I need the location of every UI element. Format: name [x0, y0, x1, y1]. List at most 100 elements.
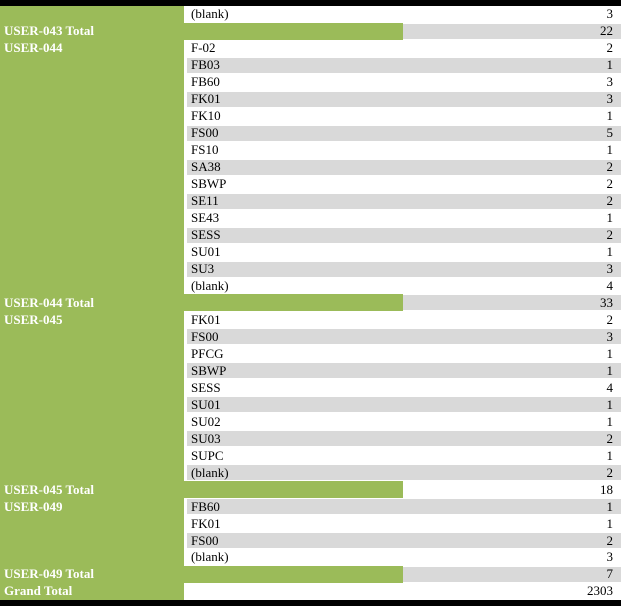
tcode-cell[interactable]: SE43	[187, 209, 403, 227]
tcode-cell[interactable]	[187, 582, 403, 600]
user-label-cell[interactable]	[0, 515, 184, 533]
user-label-cell[interactable]	[0, 532, 184, 549]
user-label-cell[interactable]	[0, 277, 184, 295]
tcode-cell[interactable]: FS00	[187, 532, 403, 549]
value-cell[interactable]: 1	[403, 396, 621, 414]
user-label-cell[interactable]	[0, 175, 184, 193]
value-cell[interactable]: 2	[403, 192, 621, 210]
tcode-cell[interactable]: FS00	[187, 124, 403, 142]
user-label-cell[interactable]	[0, 192, 184, 210]
tcode-cell[interactable]: (blank)	[187, 549, 403, 566]
user-label-cell[interactable]	[0, 362, 184, 380]
value-cell[interactable]: 1	[403, 498, 621, 516]
value-cell[interactable]: 1	[403, 243, 621, 261]
value-cell[interactable]: 1	[403, 56, 621, 74]
total-label-cell[interactable]: USER-044 Total	[0, 294, 403, 312]
value-cell[interactable]: 2	[403, 39, 621, 57]
user-label-cell[interactable]	[0, 73, 184, 91]
tcode-cell[interactable]: SESS	[187, 226, 403, 244]
tcode-cell[interactable]: SU02	[187, 413, 403, 431]
tcode-cell[interactable]: (blank)	[187, 464, 403, 482]
value-cell[interactable]: 2	[403, 532, 621, 549]
tcode-cell[interactable]: SU01	[187, 396, 403, 414]
total-label-cell[interactable]: USER-043 Total	[0, 22, 403, 40]
user-label-cell[interactable]	[0, 396, 184, 414]
tcode-cell[interactable]: SE11	[187, 192, 403, 210]
tcode-cell[interactable]: SA38	[187, 158, 403, 176]
user-label-cell[interactable]: USER-045	[0, 311, 184, 329]
value-cell[interactable]: 3	[403, 6, 621, 23]
user-label-cell[interactable]	[0, 6, 184, 23]
tcode-cell[interactable]: FB60	[187, 498, 403, 516]
tcode-cell[interactable]: FB60	[187, 73, 403, 91]
tcode-cell[interactable]: FK10	[187, 107, 403, 125]
user-label-cell[interactable]	[0, 56, 184, 74]
user-label-cell[interactable]	[0, 226, 184, 244]
value-cell[interactable]: 1	[403, 345, 621, 363]
tcode-cell[interactable]: F-02	[187, 39, 403, 57]
value-cell[interactable]: 2	[403, 175, 621, 193]
user-label-cell[interactable]	[0, 464, 184, 482]
value-cell[interactable]: 3	[403, 90, 621, 108]
value-cell[interactable]: 2	[403, 430, 621, 448]
user-label-cell[interactable]	[0, 260, 184, 278]
tcode-cell[interactable]: FS10	[187, 141, 403, 159]
user-label-cell[interactable]	[0, 413, 184, 431]
total-value-cell[interactable]: 18	[403, 481, 621, 499]
tcode-cell[interactable]: FB03	[187, 56, 403, 74]
user-label-cell[interactable]	[0, 158, 184, 176]
grand-total-label-cell[interactable]: Grand Total	[0, 582, 184, 600]
user-label-cell[interactable]: USER-044	[0, 39, 184, 57]
user-label-cell[interactable]	[0, 141, 184, 159]
value-cell[interactable]: 4	[403, 379, 621, 397]
tcode-cell[interactable]: (blank)	[187, 277, 403, 295]
value-cell[interactable]: 1	[403, 447, 621, 465]
tcode-cell[interactable]: SU03	[187, 430, 403, 448]
user-label-cell[interactable]	[0, 328, 184, 346]
value-cell[interactable]: 2	[403, 464, 621, 482]
user-label-cell[interactable]	[0, 345, 184, 363]
user-label-cell[interactable]	[0, 90, 184, 108]
tcode-cell[interactable]: SU01	[187, 243, 403, 261]
tcode-cell[interactable]: (blank)	[187, 6, 403, 23]
value-cell[interactable]: 3	[403, 549, 621, 566]
tcode-cell[interactable]: SESS	[187, 379, 403, 397]
user-label-cell[interactable]	[0, 549, 184, 566]
total-value-cell[interactable]: 22	[403, 22, 621, 40]
tcode-cell[interactable]: FK01	[187, 311, 403, 329]
value-cell[interactable]: 2	[403, 311, 621, 329]
value-cell[interactable]: 5	[403, 124, 621, 142]
value-cell[interactable]: 1	[403, 515, 621, 533]
value-cell[interactable]: 1	[403, 141, 621, 159]
user-label-cell[interactable]	[0, 124, 184, 142]
value-cell[interactable]: 3	[403, 328, 621, 346]
tcode-cell[interactable]: FS00	[187, 328, 403, 346]
total-label-cell[interactable]: USER-049 Total	[0, 565, 403, 583]
user-label-cell[interactable]	[0, 209, 184, 227]
user-label-cell[interactable]	[0, 107, 184, 125]
value-cell[interactable]: 4	[403, 277, 621, 295]
value-cell[interactable]: 2	[403, 226, 621, 244]
tcode-cell[interactable]: SU3	[187, 260, 403, 278]
tcode-cell[interactable]: FK01	[187, 90, 403, 108]
user-label-cell[interactable]	[0, 243, 184, 261]
total-value-cell[interactable]: 33	[403, 294, 621, 312]
user-label-cell[interactable]: USER-049	[0, 498, 184, 516]
total-value-cell[interactable]: 7	[403, 565, 621, 583]
value-cell[interactable]: 1	[403, 209, 621, 227]
tcode-cell[interactable]: SBWP	[187, 362, 403, 380]
user-label-cell[interactable]	[0, 430, 184, 448]
value-cell[interactable]: 3	[403, 260, 621, 278]
tcode-cell[interactable]: SBWP	[187, 175, 403, 193]
grand-total-value-cell[interactable]: 2303	[403, 582, 621, 600]
user-label-cell[interactable]	[0, 447, 184, 465]
total-label-cell[interactable]: USER-045 Total	[0, 481, 403, 499]
user-label-cell[interactable]	[0, 379, 184, 397]
value-cell[interactable]: 1	[403, 362, 621, 380]
value-cell[interactable]: 1	[403, 107, 621, 125]
value-cell[interactable]: 3	[403, 73, 621, 91]
tcode-cell[interactable]: SUPC	[187, 447, 403, 465]
tcode-cell[interactable]: PFCG	[187, 345, 403, 363]
tcode-cell[interactable]: FK01	[187, 515, 403, 533]
value-cell[interactable]: 1	[403, 413, 621, 431]
